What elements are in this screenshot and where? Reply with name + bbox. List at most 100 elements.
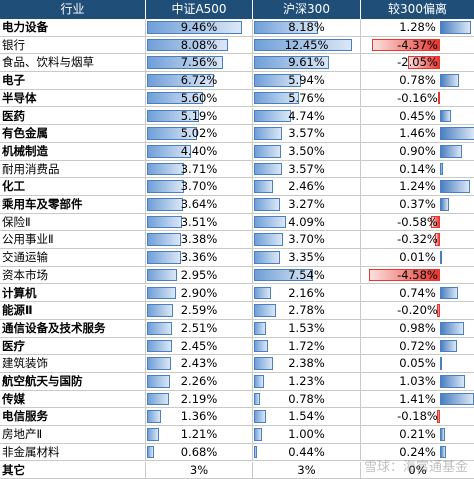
table-row: 有色金属 5.02% 3.57% 1.46% [0,125,474,143]
a500-weight-value: 4.40% [180,143,218,158]
a500-weight-value: 2.26% [180,374,218,388]
deviation-cell: 1.46% [361,125,474,142]
a500-weight-cell: 3.64% [146,196,253,213]
a500-weight-value: 0.68% [180,444,218,459]
positive-deviation-bar [440,144,462,158]
a500-weight-value: 8.08% [180,37,218,52]
a500-weight-value: 1.36% [180,409,218,424]
deviation-value: -2.05% [397,55,438,70]
hs300-weight-cell: 3.57% [253,125,361,142]
table-row: 半导体 5.60% 5.76% -0.16% [0,89,474,108]
industry-name: 房地产Ⅱ [0,426,146,443]
table-row: 建筑装饰 2.43% 2.38% 0.05% [0,355,474,373]
a500-weight-bar [147,162,185,176]
table-row: 银行 8.08% 12.45% -4.37% [0,36,474,55]
a500-weight-cell: 2.59% [146,302,253,319]
a500-weight-value: 2.45% [180,338,218,353]
header-hs300: 沪深300 [253,0,361,19]
hs300-weight-bar [254,268,314,282]
hs300-weight-bar [254,304,276,317]
deviation-value: 1.46% [399,126,436,141]
deviation-value: 0.37% [399,197,436,211]
table-row: 耐用消费品 3.71% 3.57% 0.14% [0,160,474,179]
a500-weight-value: 1.21% [180,427,218,442]
deviation-value: -4.37% [397,37,438,52]
negative-deviation-bar [435,233,440,247]
industry-name: 其它 [0,461,146,479]
industry-name: 医疗 [0,337,146,355]
deviation-cell: 0.14% [361,161,474,178]
positive-deviation-bar [440,428,446,441]
hs300-weight-value: 2.46% [288,179,325,194]
a500-weight-value: 3.64% [180,197,218,211]
industry-name: 银行 [0,36,146,54]
positive-deviation-bar [440,286,458,300]
deviation-value: 0.21% [399,427,436,442]
hs300-weight-bar [254,198,280,211]
a500-weight-bar [147,74,215,87]
deviation-cell: -2.05% [361,54,474,71]
a500-weight-bar [147,392,169,406]
deviation-cell: 0.05% [361,355,474,372]
deviation-cell: 0.24% [361,444,474,461]
a500-weight-value: 3.38% [180,232,218,247]
hs300-weight-bar [254,375,264,388]
a500-weight-bar [147,198,184,211]
hs300-weight-cell: 3.27% [253,196,361,213]
hs300-weight-value: 1.00% [288,427,325,442]
table-row: 航空航天与国防 2.26% 1.23% 1.03% [0,373,474,391]
positive-deviation-bar [440,162,444,176]
a500-weight-value: 6.72% [180,73,218,88]
positive-deviation-bar [440,74,459,87]
hs300-weight-value: 3.50% [288,143,325,158]
positive-deviation-bar [440,339,458,353]
industry-name: 保险Ⅱ [0,213,146,231]
hs300-weight-value: 2.38% [288,356,325,371]
deviation-cell: 0% [361,462,474,479]
industry-name: 耐用消费品 [0,160,146,178]
a500-weight-bar [147,21,242,34]
deviation-value: 1.28% [399,20,436,34]
a500-weight-cell: 1.21% [146,426,253,443]
deviation-value: 0.14% [399,161,436,176]
a500-weight-bar [147,251,181,264]
a500-weight-cell: 2.90% [146,284,253,302]
table-row: 电子 6.72% 5.94% 0.78% [0,72,474,90]
hs300-weight-cell: 1.54% [253,408,361,426]
a500-weight-bar [147,357,172,370]
hs300-weight-value: 4.09% [288,214,325,229]
hs300-weight-value: 5.76% [288,90,325,105]
hs300-weight-cell: 4.74% [253,107,361,125]
deviation-cell: -4.37% [361,37,474,54]
a500-weight-bar [147,109,199,123]
deviation-cell: 0.98% [361,320,474,337]
deviation-value: 0.90% [399,143,436,158]
deviation-value: 0.98% [399,320,436,335]
a500-weight-cell: 4.40% [146,142,253,160]
a500-weight-cell: 1.36% [146,408,253,426]
header-diff: 较300偏离 [388,2,447,16]
deviation-cell: 1.24% [361,178,474,195]
a500-weight-bar [147,144,191,158]
a500-weight-bar [147,410,161,424]
hs300-weight-cell: 5.76% [253,89,361,107]
a500-weight-value: 2.51% [180,320,218,335]
deviation-cell: -0.32% [361,231,474,248]
hs300-weight-value: 3.27% [288,197,325,211]
hs300-weight-bar [254,144,282,158]
hs300-weight-cell: 12.45% [253,36,361,54]
table-row: 传媒 2.19% 0.78% 1.41% [0,390,474,409]
deviation-value: -0.20% [397,303,438,318]
a500-weight-bar [147,91,203,105]
hs300-weight-cell: 0.44% [253,443,361,461]
industry-name: 能源Ⅱ [0,302,146,319]
deviation-value: 1.03% [399,374,436,388]
hs300-weight-value: 3% [297,462,316,477]
positive-deviation-bar [440,127,474,140]
deviation-cell: -4.58% [361,267,474,284]
deviation-cell: 0.90% [361,143,474,160]
hs300-weight-cell: 1.72% [253,337,361,355]
deviation-cell: 0.37% [361,196,474,213]
deviation-cell: 0.78% [361,72,474,89]
negative-deviation-bar [408,56,440,70]
